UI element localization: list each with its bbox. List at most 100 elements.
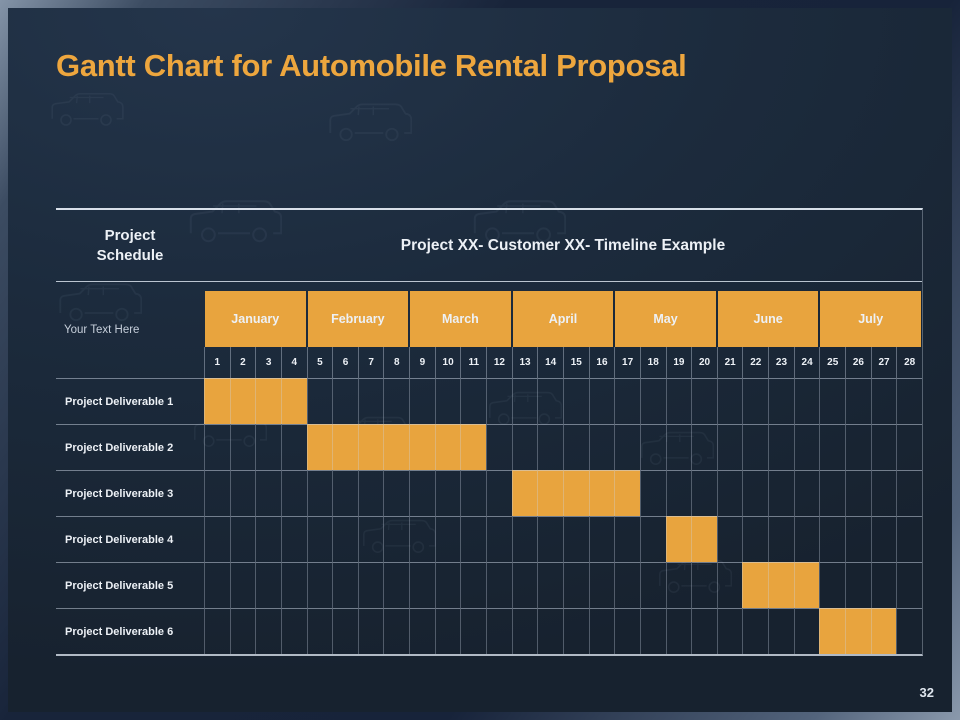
gantt-cell [357,608,384,654]
gantt-bar-cell [409,424,435,470]
gantt-cell [639,608,666,654]
gantt-bar-cell [511,470,538,516]
gantt-cell [383,470,410,516]
gantt-cell [793,516,820,562]
gantt-cell [255,608,281,654]
gantt-cell [562,516,589,562]
gantt-cell [896,424,922,470]
gantt-cell [229,424,256,470]
gantt-cell [357,378,384,424]
gantt-cell [486,516,512,562]
gantt-cell [845,562,871,608]
gantt-cell [511,378,538,424]
gantt-cell [409,516,435,562]
gantt-cell [639,562,666,608]
gantt-cell [537,424,563,470]
gantt-cell [793,470,820,516]
gantt-cell [434,378,461,424]
gantt-cell [639,378,666,424]
gantt-cell [768,608,794,654]
month-header: June [717,291,819,347]
page-number: 32 [919,685,934,700]
gantt-bar-cell [870,608,897,654]
gantt-cell [204,516,230,562]
gantt-cell [870,516,897,562]
week-number: 4 [280,347,307,378]
gantt-cell [716,470,743,516]
gantt-cell [511,424,538,470]
gantt-bar-cell [537,470,563,516]
gantt-cell [819,424,846,470]
gantt-cell [665,562,692,608]
gantt-cell [768,516,794,562]
gantt-cell [409,608,435,654]
gantt-cell [229,470,256,516]
gantt-cell [332,562,358,608]
gantt-cell [332,608,358,654]
gantt-bar-cell [691,516,717,562]
gantt-cell [460,516,487,562]
gantt-bar-cell [614,470,640,516]
gantt-cell [716,378,743,424]
gantt-cell [665,378,692,424]
week-number: 22 [742,347,768,378]
gantt-cell [614,562,640,608]
week-number: 1 [204,347,230,378]
gantt-cell [434,516,461,562]
gantt-cell [742,378,769,424]
gantt-cell [383,378,410,424]
gantt-bar-cell [793,562,820,608]
gantt-cell [204,562,230,608]
gantt-cell [793,608,820,654]
gantt-cell [793,378,820,424]
gantt-cell [896,608,922,654]
gantt-cell [537,608,563,654]
gantt-cell [255,424,281,470]
week-number: 14 [537,347,563,378]
gantt-cell [204,470,230,516]
gantt-cell [588,378,615,424]
gantt-cell [691,424,717,470]
gantt-cell [357,562,384,608]
week-number: 12 [486,347,512,378]
gantt-bar-cell [280,378,307,424]
gantt-cell [562,608,589,654]
gantt-bar-cell [742,562,769,608]
gantt-cell [486,378,512,424]
week-number: 9 [409,347,435,378]
gantt-cell [562,562,589,608]
month-header: April [512,291,614,347]
gantt-cell [845,516,871,562]
gantt-cell [434,562,461,608]
gantt-cell [409,378,435,424]
gantt-cell [896,378,922,424]
week-number: 21 [716,347,743,378]
gantt-cell [204,424,230,470]
week-number: 17 [614,347,640,378]
gantt-cell [255,562,281,608]
gantt-cell [383,608,410,654]
gantt-cell [768,378,794,424]
gantt-cell [255,470,281,516]
gantt-cell [716,608,743,654]
gantt-cell [229,516,256,562]
task-label: Project Deliverable 4 [56,516,204,562]
slide: Gantt Chart for Automobile Rental Propos… [8,8,952,712]
gantt-cell [537,562,563,608]
gantt-cell [255,516,281,562]
week-number: 3 [255,347,281,378]
task-label: Project Deliverable 2 [56,424,204,470]
week-number: 26 [845,347,871,378]
gantt-cell [306,470,333,516]
week-number: 19 [665,347,692,378]
gantt-cell [511,562,538,608]
gantt-cell [691,608,717,654]
gantt-cell [870,378,897,424]
gantt-cell [742,516,769,562]
gantt-cell [383,562,410,608]
gantt-cell [614,516,640,562]
gantt-cell [511,516,538,562]
gantt-cell [486,424,512,470]
gantt-bar-cell [845,608,871,654]
gantt-cell [819,562,846,608]
